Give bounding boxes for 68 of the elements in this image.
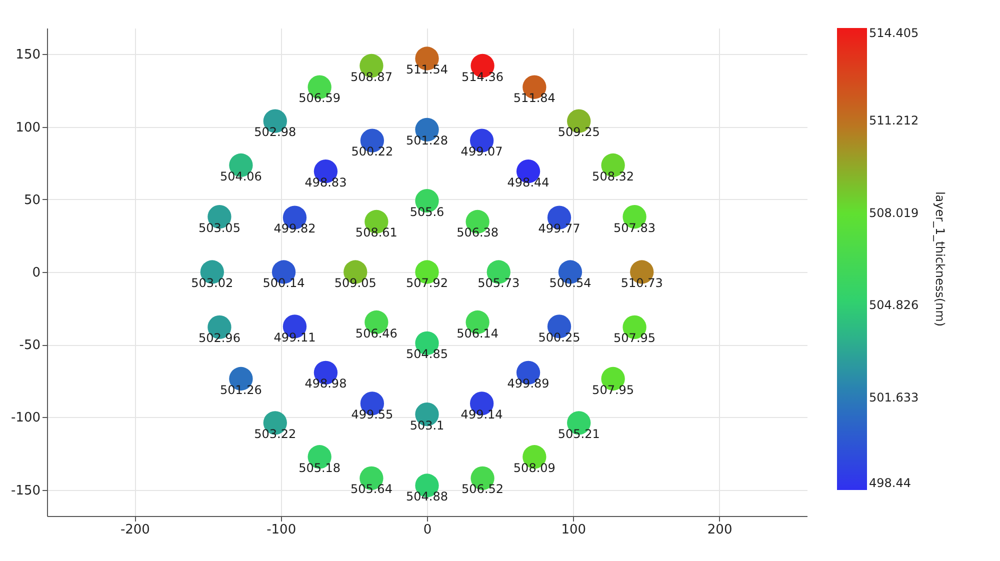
y-tick-label: 100 xyxy=(16,120,40,136)
annotation: 507.92 xyxy=(406,276,448,290)
annotation: 504.88 xyxy=(406,490,448,504)
annotation: 511.54 xyxy=(406,62,448,76)
annotation: 509.25 xyxy=(558,125,600,140)
annotation: 503.22 xyxy=(254,426,296,441)
annotation: 514.36 xyxy=(462,70,504,84)
annotation: 505.18 xyxy=(298,460,341,475)
annotation: 498.44 xyxy=(507,175,550,190)
annotation: 504.85 xyxy=(406,347,448,362)
x-tick-label: 200 xyxy=(707,522,732,538)
color-bar-label: 498.44 xyxy=(869,476,911,490)
y-tick-label: -150 xyxy=(10,483,40,498)
y-tick-label: -50 xyxy=(19,338,40,354)
y-tick-label: 0 xyxy=(32,266,40,280)
annotation: 505.21 xyxy=(558,426,600,441)
annotation: 500.14 xyxy=(262,276,305,290)
color-bar-label: 511.212 xyxy=(869,113,919,128)
x-tick-label: -100 xyxy=(266,522,296,538)
annotation: 499.89 xyxy=(507,376,550,391)
annotation: 507.95 xyxy=(614,331,656,346)
annotation: 506.59 xyxy=(298,91,341,106)
annotation: 499.55 xyxy=(351,407,394,422)
color-bar-label: 508.019 xyxy=(869,206,919,220)
annotation: 503.02 xyxy=(191,276,234,290)
annotation: 502.98 xyxy=(254,125,296,140)
annotation: 501.26 xyxy=(220,382,262,397)
annotation: 508.32 xyxy=(592,169,634,184)
x-tick-label: -200 xyxy=(120,522,150,538)
annotation: 507.95 xyxy=(592,382,634,397)
x-tick-label: 0 xyxy=(423,522,432,538)
annotation: 508.61 xyxy=(355,226,398,240)
annotation: 500.22 xyxy=(351,144,394,159)
annotation: 509.05 xyxy=(334,276,376,290)
annotation: 506.14 xyxy=(456,326,499,340)
annotation: 505.73 xyxy=(478,276,520,290)
color-bar-title: layer_1_thickness(nm) xyxy=(933,191,947,327)
annotation: 506.38 xyxy=(456,226,499,240)
color-bar-label: 504.826 xyxy=(869,298,919,312)
annotation: 508.87 xyxy=(350,70,392,84)
annotation: 505.64 xyxy=(350,482,392,496)
y-tick-label: 150 xyxy=(16,48,40,63)
annotation: 498.83 xyxy=(304,175,347,190)
annotation: 511.84 xyxy=(513,91,556,106)
y-tick-label: -100 xyxy=(10,410,40,426)
annotation: 506.46 xyxy=(355,326,398,340)
color-bar-label: 501.633 xyxy=(869,390,919,405)
annotation: 503.1 xyxy=(410,418,444,432)
annotation: 506.52 xyxy=(462,482,504,496)
color-bar-label: 514.405 xyxy=(869,26,919,40)
annotation: 504.06 xyxy=(220,169,262,184)
y-tick-label: 50 xyxy=(24,192,40,208)
annotation: 498.98 xyxy=(304,376,347,391)
annotation: 500.25 xyxy=(538,330,580,344)
annotation: 507.83 xyxy=(614,220,656,235)
annotation: 499.07 xyxy=(460,144,503,159)
annotation: 510.73 xyxy=(620,276,663,290)
x-tick-label: 100 xyxy=(561,522,586,538)
annotation: 503.05 xyxy=(198,220,240,235)
annotation: 505.6 xyxy=(410,204,444,219)
annotation: 499.82 xyxy=(274,222,316,236)
annotation: 499.14 xyxy=(460,407,503,422)
annotation: 499.77 xyxy=(538,222,580,236)
annotation: 502.96 xyxy=(198,331,240,346)
annotation: 499.11 xyxy=(274,330,316,344)
annotation: 501.28 xyxy=(406,134,448,148)
annotation: 500.54 xyxy=(549,276,592,290)
annotation: 508.09 xyxy=(513,460,556,475)
